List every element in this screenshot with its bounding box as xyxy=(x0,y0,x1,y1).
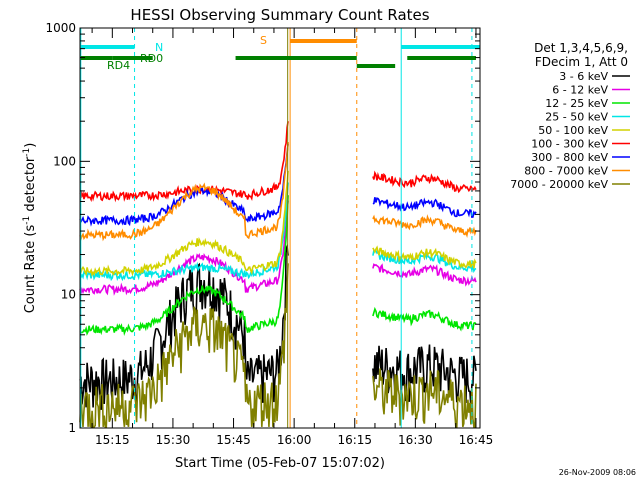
legend-label: 3 - 6 keV xyxy=(559,70,608,83)
y-tick-label: 100 xyxy=(53,154,76,168)
chart-title: HESSI Observing Summary Count Rates xyxy=(130,6,429,24)
series-line-pre xyxy=(79,170,289,278)
y-tick-label: 1000 xyxy=(45,21,76,35)
x-axis-label: Start Time (05-Feb-07 15:07:02) xyxy=(175,456,385,471)
series-line-post xyxy=(372,197,477,218)
series-line-pre xyxy=(79,263,289,428)
series-line-post xyxy=(372,214,477,238)
y-axis: 1 10 100 1000 xyxy=(45,21,480,435)
series-line-post xyxy=(372,368,477,428)
series-line-pre xyxy=(79,182,289,282)
x-axis: 15:15 15:30 15:45 16:00 16:15 16:30 16:45 xyxy=(91,28,494,447)
y-axis-label: Count Rate (s-1 detector-1) xyxy=(22,143,38,314)
x-tick-label: 16:30 xyxy=(398,433,433,447)
legend-header-1: Det 1,3,4,5,6,9, xyxy=(534,41,628,55)
x-tick-label: 16:00 xyxy=(277,433,312,447)
x-tick-label: 16:45 xyxy=(459,433,494,447)
rd0-label: RD0 xyxy=(140,52,163,65)
x-tick-label: 15:45 xyxy=(216,433,251,447)
series-line-post xyxy=(372,306,477,332)
y-tick-label: 1 xyxy=(68,421,76,435)
series-line-pre xyxy=(79,121,289,203)
legend-label: 12 - 25 keV xyxy=(545,97,608,110)
x-tick-label: 15:30 xyxy=(156,433,191,447)
footer-timestamp: 26-Nov-2009 08:06 xyxy=(559,468,636,477)
legend-label: 800 - 7000 keV xyxy=(524,165,608,178)
series-line-post xyxy=(372,263,477,287)
x-tick-label: 15:15 xyxy=(95,433,130,447)
legend: Det 1,3,4,5,6,9, FDecim 1, Att 0 3 - 6 k… xyxy=(510,41,630,191)
night-label: N xyxy=(155,41,163,54)
legend-label: 7000 - 20000 keV xyxy=(510,178,608,191)
legend-label: 50 - 100 keV xyxy=(538,124,608,137)
plot-frame xyxy=(79,27,481,429)
series-traces xyxy=(79,121,477,428)
series-line-pre xyxy=(79,243,289,410)
legend-label: 100 - 300 keV xyxy=(531,138,608,151)
series-line-post xyxy=(372,245,477,269)
saa-label: S xyxy=(260,34,267,47)
series-line-post xyxy=(372,170,477,194)
series-line-pre xyxy=(79,195,289,336)
series-line-pre xyxy=(79,143,289,227)
series-line-pre xyxy=(79,142,289,242)
legend-label: 300 - 800 keV xyxy=(531,151,608,164)
x-tick-label: 16:15 xyxy=(337,433,372,447)
series-line-post xyxy=(372,344,477,407)
rd4-label: RD4 xyxy=(107,59,130,72)
legend-label: 25 - 50 keV xyxy=(545,111,608,124)
y-tick-label: 10 xyxy=(61,288,76,302)
legend-header-2: FDecim 1, Att 0 xyxy=(535,55,628,69)
series-line-pre xyxy=(79,200,289,296)
legend-label: 6 - 12 keV xyxy=(552,84,608,97)
